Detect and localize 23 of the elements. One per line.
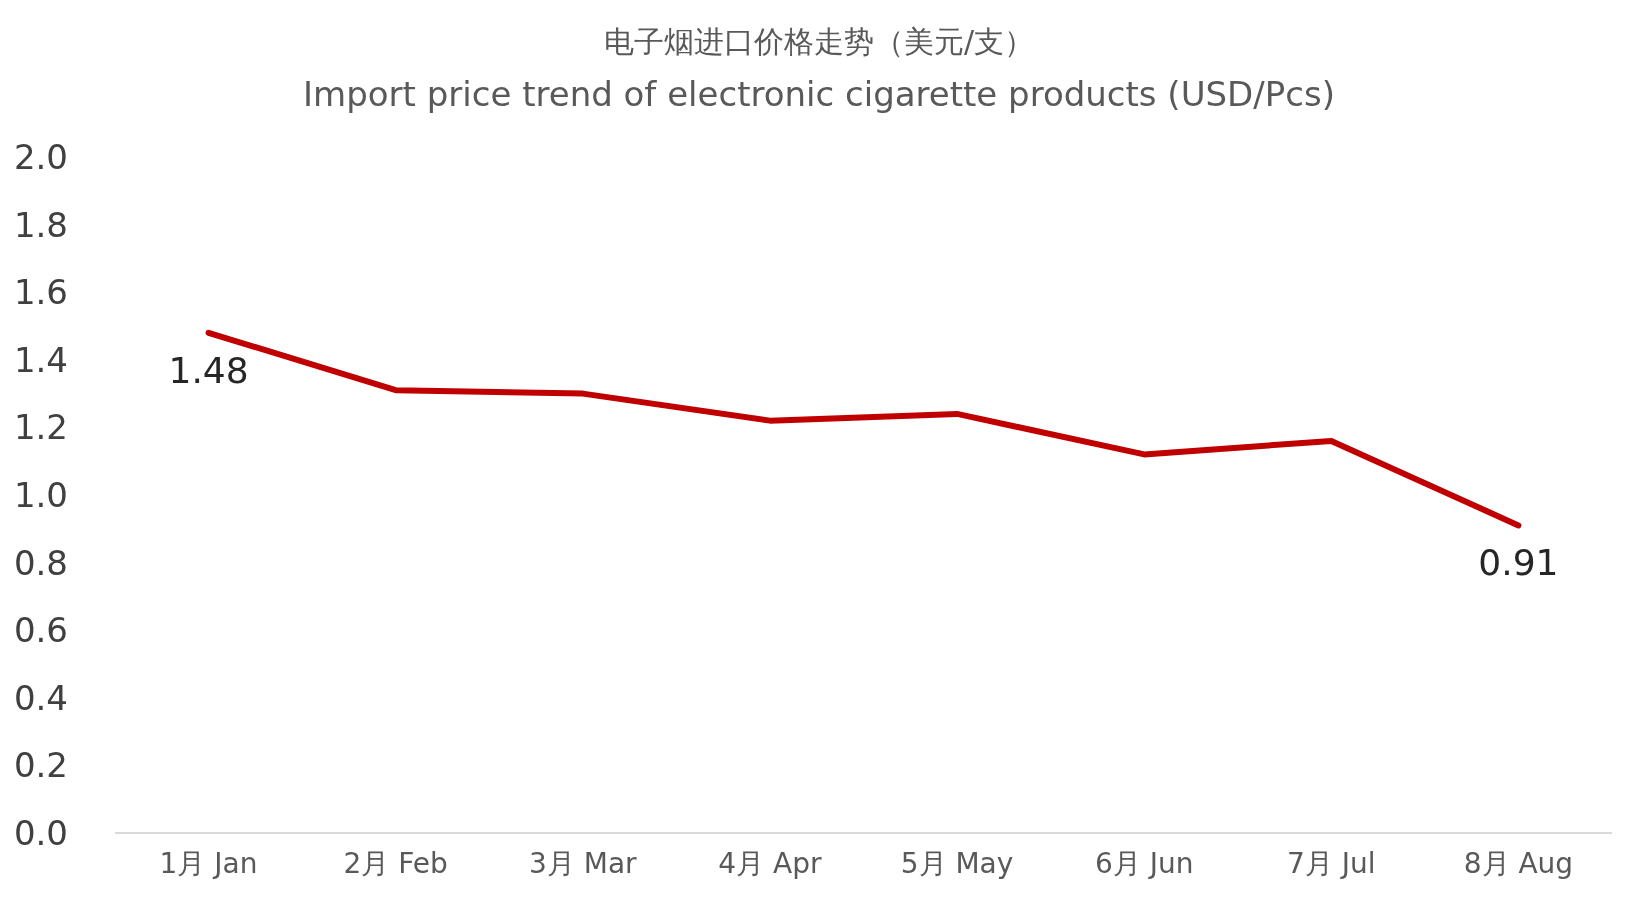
x-tick-label: 2月 Feb [343,847,448,880]
y-tick-label: 0.8 [13,542,68,583]
chart-title: 电子烟进口价格走势（美元/支） [603,24,1035,59]
x-tick-label: 6月 Jun [1094,847,1194,880]
y-tick-label: 1.8 [13,204,68,245]
x-tick-label: 5月 May [900,847,1014,880]
data-label: 1.48 [168,349,249,391]
y-tick-label: 0.0 [13,813,68,853]
y-tick-label: 1.6 [13,272,68,313]
x-tick-label: 3月 Mar [529,847,638,880]
y-tick-label: 1.2 [13,407,68,448]
x-tick-label: 7月 Jul [1287,847,1376,880]
y-tick-label: 0.6 [13,610,68,651]
y-tick-label: 0.2 [13,745,68,786]
x-tick-label: 1月 Jan [159,847,258,880]
x-tick-label: 4月 Apr [718,847,822,880]
y-tick-label: 0.4 [13,677,68,718]
chart-subtitle: Import price trend of electronic cigarette products (USD/Pcs) [303,74,1335,114]
y-tick-label: 1.0 [13,475,68,515]
data-label: 0.91 [1478,542,1559,584]
x-tick-label: 8月 Aug [1463,847,1574,880]
y-tick-label: 2.0 [13,137,68,177]
y-tick-label: 1.4 [13,339,68,380]
